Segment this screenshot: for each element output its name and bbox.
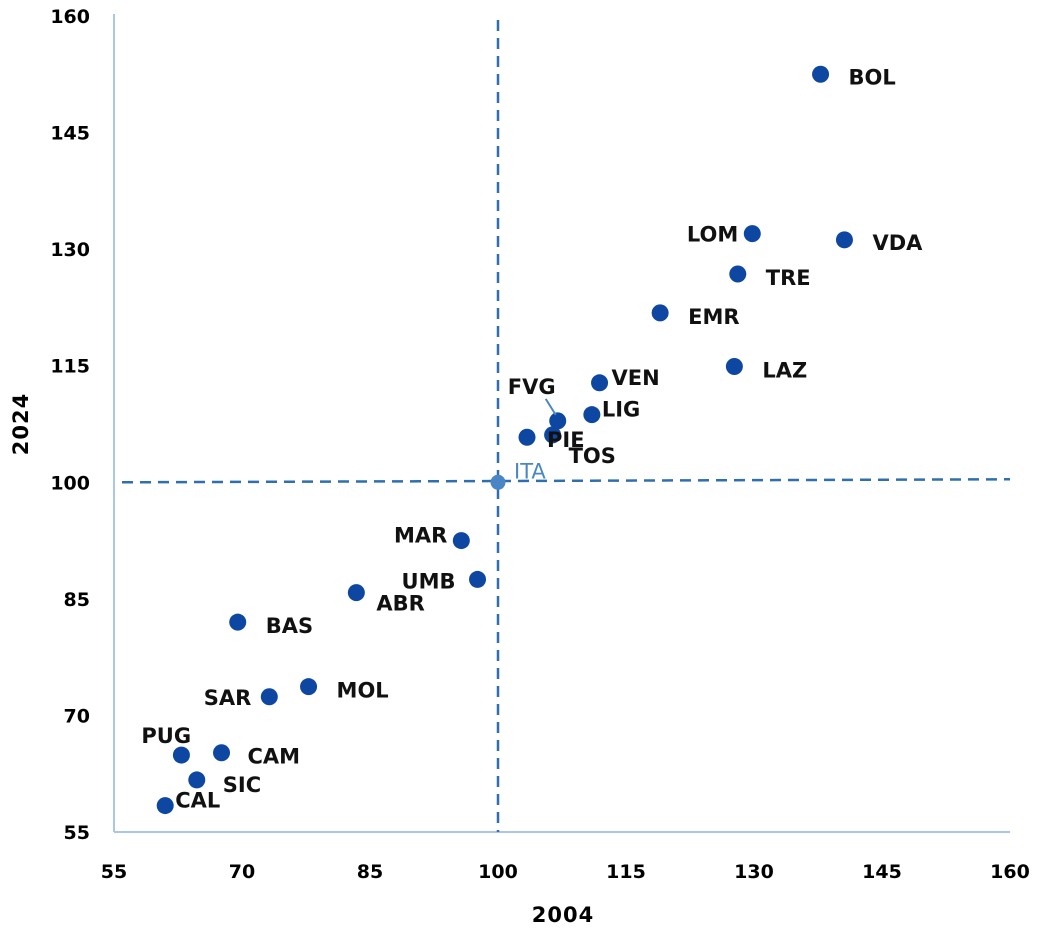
point-label-tos: TOS xyxy=(569,444,616,468)
reference-point-ita xyxy=(490,474,506,490)
point-label-sar: SAR xyxy=(204,686,252,710)
data-point-fvg xyxy=(549,412,567,430)
reference-lines xyxy=(121,20,1011,832)
point-label-fvg: FVG xyxy=(508,375,556,399)
data-points xyxy=(156,65,853,815)
point-label-tre: TRE xyxy=(766,266,811,290)
axes xyxy=(113,14,1010,833)
point-label-pug: PUG xyxy=(141,724,191,748)
point-label-mar: MAR xyxy=(394,524,447,548)
data-point-emr xyxy=(651,304,669,322)
data-point-sar xyxy=(260,688,278,706)
x-tick-label: 115 xyxy=(606,861,646,883)
point-label-bas: BAS xyxy=(266,614,313,638)
data-point-umb xyxy=(469,570,487,588)
point-label-ven: VEN xyxy=(612,366,660,390)
data-point-bol xyxy=(812,65,830,83)
y-tick-label: 70 xyxy=(64,705,90,727)
x-tick-label: 70 xyxy=(229,861,255,883)
point-label-abr: ABR xyxy=(376,592,424,616)
tick-labels: 55 70 85 100 115 130 145 160 55 70 85 100 115 130 145 1… xyxy=(50,6,1030,883)
point-label-sic: SIC xyxy=(223,773,261,797)
y-axis-title: 2024 xyxy=(9,393,33,455)
data-point-mar xyxy=(452,532,470,550)
y-tick-label: 115 xyxy=(50,356,90,378)
data-point-pie xyxy=(518,428,536,446)
point-label-cal: CAL xyxy=(175,789,220,813)
point-label-vda: VDA xyxy=(872,231,923,255)
y-tick-label: 85 xyxy=(64,589,90,611)
x-tick-label: 55 xyxy=(101,861,127,883)
data-point-cam xyxy=(213,744,231,762)
data-point-sic xyxy=(188,771,206,789)
y-tick-label: 160 xyxy=(50,6,90,28)
point-label-lom: LOM xyxy=(687,223,738,247)
x-tick-label: 85 xyxy=(357,861,383,883)
y-tick-label: 55 xyxy=(64,822,90,844)
x-tick-label: 145 xyxy=(862,861,902,883)
data-point-bas xyxy=(229,613,247,631)
data-point-cal xyxy=(156,797,174,815)
point-label-umb: UMB xyxy=(402,569,456,593)
point-label-laz: LAZ xyxy=(762,358,807,382)
data-point-pug xyxy=(172,746,190,764)
reference-label-ita: ITA xyxy=(514,459,546,483)
y-tick-label: 100 xyxy=(50,472,90,494)
data-point-tre xyxy=(729,265,747,283)
x-tick-label: 160 xyxy=(990,861,1030,883)
x-axis-title: 2004 xyxy=(532,903,594,927)
data-point-lom xyxy=(743,225,761,243)
point-label-bol: BOL xyxy=(849,65,896,89)
x-tick-label: 100 xyxy=(478,861,518,883)
data-point-lig xyxy=(583,406,601,424)
point-label-lig: LIG xyxy=(602,398,640,422)
data-point-laz xyxy=(725,357,743,375)
fvg-leader-line xyxy=(544,398,557,416)
data-point-vda xyxy=(835,231,853,249)
point-label-cam: CAM xyxy=(248,745,301,769)
y-tick-label: 145 xyxy=(50,123,90,145)
point-label-mol: MOL xyxy=(337,679,389,703)
point-label-emr: EMR xyxy=(688,305,739,329)
point-label-pie: PIE xyxy=(547,428,585,452)
data-point-ven xyxy=(591,374,609,392)
data-point-mol xyxy=(300,678,318,696)
data-point-abr xyxy=(347,584,365,602)
data-point-tos xyxy=(544,426,562,444)
reference-horizontal-line xyxy=(121,478,1011,484)
x-tick-label: 130 xyxy=(734,861,774,883)
y-tick-label: 130 xyxy=(50,239,90,261)
